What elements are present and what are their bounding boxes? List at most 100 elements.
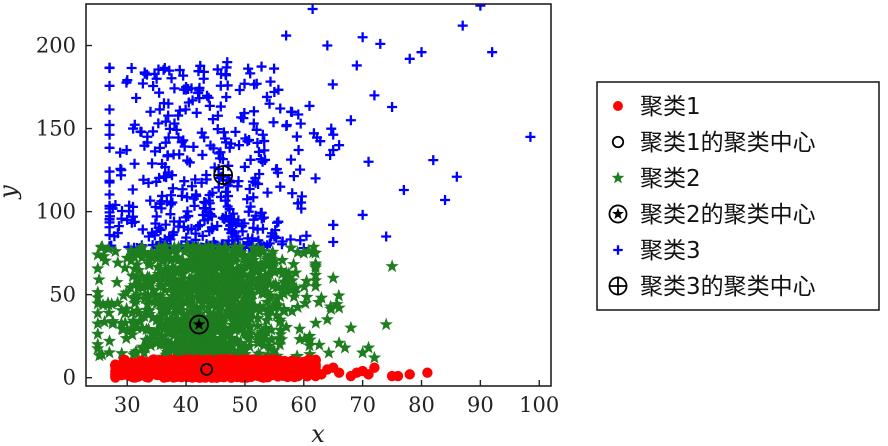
data-point [153,337,168,351]
data-point [291,245,305,258]
data-point [118,261,132,274]
data-point [271,298,286,312]
data-point [143,231,154,242]
legend-marker [611,135,625,149]
data-point [312,295,326,308]
legend-marker [608,276,628,296]
data-point [145,195,156,206]
data-point [188,141,199,152]
legend-label: 聚类1 [640,94,701,120]
data-point [242,339,257,352]
data-point [173,335,187,349]
data-point [158,64,169,75]
data-point [244,135,255,146]
data-point [297,246,311,259]
data-point [119,301,134,315]
data-point [168,227,179,238]
data-point [239,78,250,89]
data-point [115,303,129,317]
data-point [310,173,321,184]
data-point [357,32,368,43]
data-point [275,266,290,280]
data-point [152,240,166,254]
data-point [122,75,133,86]
x-tick-label: 70 [349,393,376,417]
data-point [165,260,179,274]
data-point [188,315,203,328]
data-point [137,78,148,89]
data-point [155,291,170,305]
data-point [262,187,273,198]
data-point [151,73,162,84]
data-point [327,79,338,90]
data-point [206,264,220,277]
data-point [228,208,239,219]
data-point [271,163,282,174]
data-point [304,100,315,111]
data-point [193,334,208,348]
data-point [263,290,277,303]
data-point [125,327,139,341]
data-point [232,299,246,313]
data-point [199,288,213,302]
data-point [194,82,205,93]
data-point [234,140,245,151]
series-cluster-3 [104,4,536,254]
data-point [124,243,138,257]
data-point [195,60,206,71]
data-point [178,84,189,95]
data-point [124,254,138,267]
data-point [250,278,264,291]
data-point [191,107,202,118]
data-point [197,256,211,270]
data-point [301,230,312,241]
data-point [215,153,226,164]
data-point [202,318,216,332]
data-point [251,124,262,135]
data-point [186,181,197,192]
data-point [194,253,208,267]
data-point [146,282,160,296]
data-point [273,84,284,95]
x-tick-label: 80 [408,393,435,417]
y-axis-label: y [0,185,22,200]
data-point [193,307,208,320]
data-point [262,266,277,280]
data-point [222,80,233,91]
data-point [151,211,162,222]
data-point [154,328,169,342]
data-point [293,144,304,155]
data-point [309,316,323,329]
data-point [160,219,171,230]
data-point [251,246,265,260]
data-point [375,38,386,49]
data-point [297,279,311,293]
data-point [287,257,301,271]
data-point [150,369,162,380]
data-point [132,314,146,328]
data-point [115,322,129,335]
data-point [275,181,286,192]
data-point [110,365,121,376]
data-point [196,323,210,337]
data-point [281,119,292,130]
data-point [264,323,278,336]
data-point [241,364,252,375]
data-point [197,149,208,160]
data-point [197,230,208,241]
data-point [381,231,392,242]
data-point [225,248,239,262]
data-point [234,245,248,259]
data-point [175,254,190,268]
data-point [241,332,255,345]
data-point [109,231,120,242]
data-point [115,170,126,181]
data-point [236,263,250,277]
data-point [264,238,275,249]
cluster-center-1 [200,362,214,376]
data-point [212,221,223,232]
data-point [274,332,289,346]
data-point [141,333,155,347]
data-point [96,298,110,311]
data-point [457,20,468,31]
